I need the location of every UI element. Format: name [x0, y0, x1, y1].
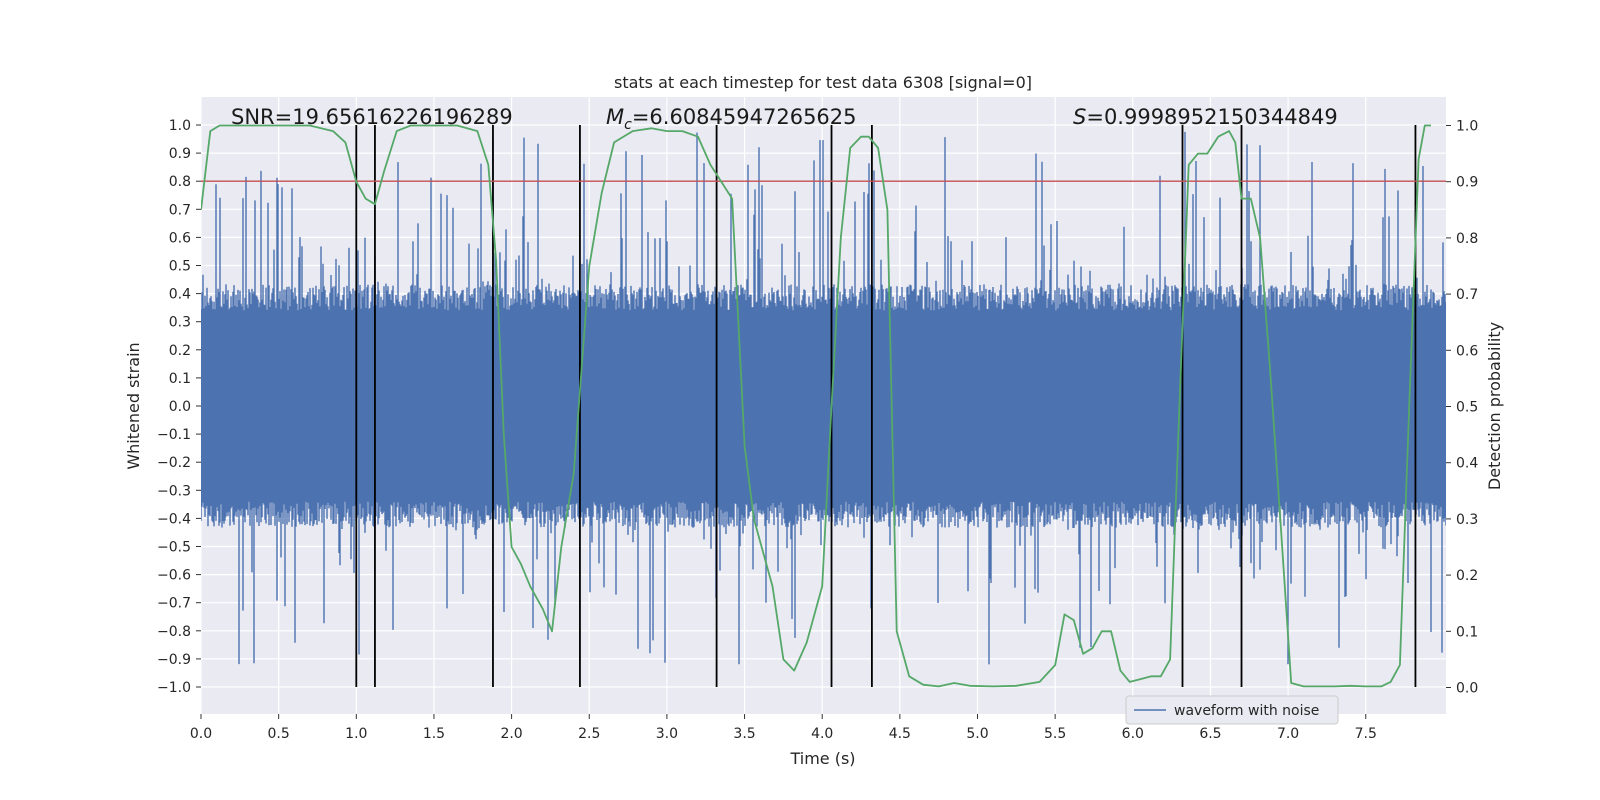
s-symbol: S	[1073, 105, 1086, 129]
x-tick-label: 2.5	[578, 726, 600, 742]
y-tick-label: 0.0	[169, 399, 191, 415]
x-tick-label: 3.5	[733, 726, 755, 742]
y2-tick-label: 1.0	[1456, 119, 1478, 135]
x-tick-label: 0.0	[190, 726, 212, 742]
y-tick-label: 0.3	[169, 315, 191, 331]
y-tick-label: −0.1	[157, 427, 191, 443]
s-value: =0.9998952150344849	[1086, 105, 1337, 129]
y2-tick-label: 0.9	[1456, 175, 1478, 191]
y-tick-label: −0.2	[157, 455, 191, 471]
waveform-series	[201, 131, 1446, 665]
y-axis-label: Whitened strain	[124, 342, 143, 469]
mc-value: =6.60845947265625	[632, 105, 857, 129]
y-tick-label: 0.1	[169, 371, 191, 387]
y-tick-label: −0.6	[157, 568, 191, 584]
y2-axis-ticks: 1.0 0.9 0.8 0.7 0.6 0.5 0.4 0.3 0.2 0.1 0.0	[1446, 119, 1478, 697]
y-tick-label: 0.9	[169, 146, 191, 162]
y-tick-label: 1.0	[169, 118, 191, 134]
x-tick-label: 3.0	[656, 726, 678, 742]
snr-annotation: SNR=19.65616226196289	[231, 105, 513, 129]
y2-tick-label: 0.7	[1456, 287, 1478, 303]
x-tick-label: 4.0	[811, 726, 833, 742]
y2-tick-label: 0.5	[1456, 400, 1478, 416]
waveform-line	[201, 131, 1446, 665]
y-tick-label: 0.8	[169, 174, 191, 190]
y2-tick-label: 0.4	[1456, 456, 1478, 472]
x-tick-label: 2.0	[500, 726, 522, 742]
y-tick-label: −0.5	[157, 540, 191, 556]
mc-subscript: c	[624, 117, 632, 133]
x-tick-label: 6.5	[1199, 726, 1221, 742]
y-tick-label: −0.3	[157, 483, 191, 499]
y2-tick-label: 0.0	[1456, 681, 1478, 697]
probability-series	[201, 124, 1431, 688]
mc-symbol: M	[606, 105, 624, 129]
legend-box	[1125, 695, 1339, 725]
y-tick-label: −1.0	[157, 680, 191, 696]
x-tick-label: 1.0	[345, 726, 367, 742]
legend: waveform with noise	[1125, 695, 1339, 725]
probability-line	[201, 124, 1431, 688]
x-tick-label: 6.0	[1122, 726, 1144, 742]
y-tick-label: 0.2	[169, 343, 191, 359]
y-axis-ticks: 1.0 0.9 0.8 0.7 0.6 0.5 0.4 0.3 0.2 0.1 0.0 −0.1 −0.…	[157, 118, 201, 696]
x-tick-label: 5.5	[1044, 726, 1066, 742]
x-axis-ticks: 0.0 0.5 1.0 1.5 2.0 2.5 3.0 3.5 4.0 4.5 5.0 5.5 6.0 6…	[190, 714, 1377, 742]
y2-tick-label: 0.1	[1456, 624, 1478, 640]
y-tick-label: −0.7	[157, 596, 191, 612]
y-tick-label: −0.4	[157, 511, 191, 527]
y-tick-label: −0.8	[157, 624, 191, 640]
legend-label: waveform with noise	[1174, 703, 1319, 719]
significance-annotation: S=0.9998952150344849	[1073, 105, 1338, 129]
x-tick-label: 4.5	[889, 726, 911, 742]
x-axis-label: Time (s)	[789, 749, 855, 768]
x-tick-label: 0.5	[268, 726, 290, 742]
x-tick-label: 7.5	[1355, 726, 1377, 742]
y2-axis-label: Detection probability	[1485, 322, 1504, 490]
x-tick-label: 5.0	[966, 726, 988, 742]
y-tick-label: 0.6	[169, 230, 191, 246]
y-tick-label: 0.7	[169, 202, 191, 218]
chirp-mass-annotation: Mc=6.60845947265625	[606, 105, 857, 133]
x-tick-label: 1.5	[423, 726, 445, 742]
y-tick-label: 0.4	[169, 287, 191, 303]
y-tick-label: −0.9	[157, 652, 191, 668]
y2-tick-label: 0.2	[1456, 568, 1478, 584]
y2-tick-label: 0.6	[1456, 343, 1478, 359]
y-tick-label: 0.5	[169, 259, 191, 275]
y2-tick-label: 0.8	[1456, 231, 1478, 247]
x-tick-label: 7.0	[1277, 726, 1299, 742]
chart-title: stats at each timestep for test data 630…	[614, 73, 1032, 92]
y2-tick-label: 0.3	[1456, 512, 1478, 528]
